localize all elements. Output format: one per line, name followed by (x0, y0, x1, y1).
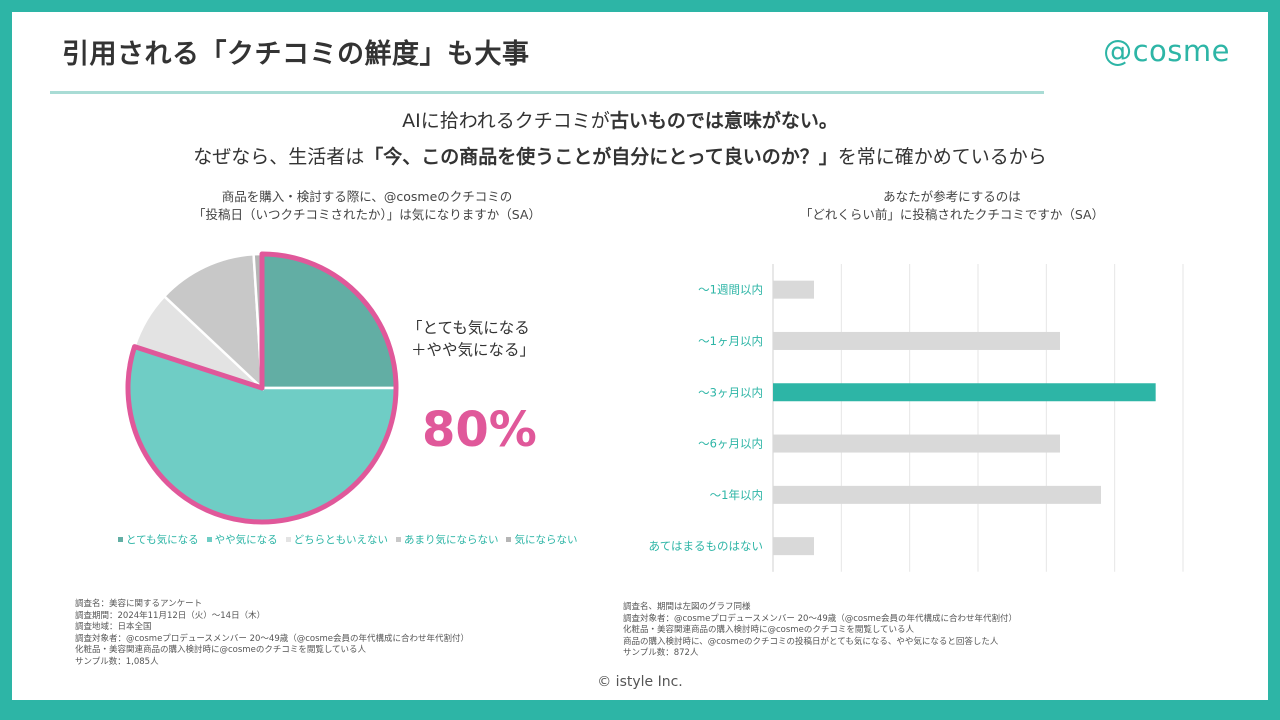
bar-chart-title-line-2: 「どれくらい前」に投稿されたクチコミですか（SA） (799, 207, 1105, 222)
pie-chart-title-line-2: 「投稿日（いつクチコミされたか）」は気になりますか（SA） (193, 207, 541, 222)
pie-callout-line-1: 「とても気になる (407, 319, 530, 337)
legend-label: 気にならない (514, 534, 578, 546)
headline-line-1-normal: AIに拾われるクチコミが (402, 110, 610, 132)
slide: 引用される「クチコミの鮮度」も大事 @cosme AIに拾われるクチコミが古いも… (12, 12, 1268, 700)
pie-slice-not-very-concerned (162, 252, 264, 392)
survey-note-line: 調査対象者：@cosmeプロデュースメンバー 20～49歳（@cosme会員の年… (623, 613, 1018, 624)
legend-item: あまり気にならない (395, 532, 499, 547)
bar (773, 383, 1156, 402)
bar-category-label: ～1週間以内 (698, 283, 763, 297)
headline-line-1: AIに拾われるクチコミが古いものでは意味がない。 (0, 106, 1248, 133)
pie-callout-label: 「とても気になる ＋やや気になる」 (407, 317, 577, 361)
pie-callout-value: 80% (422, 402, 537, 458)
legend-item: とても気になる (118, 532, 199, 547)
legend-item: 気にならない (506, 532, 577, 547)
legend-label: あまり気にならない (403, 534, 499, 546)
survey-note-line: 商品の購入検討時に、@cosmeのクチコミの投稿日がとても気になる、やや気になる… (623, 636, 999, 647)
bar (773, 485, 1101, 504)
pie-chart (125, 251, 399, 525)
pie-chart-title: 商品を購入・検討する際に、@cosmeのクチコミの 「投稿日（いつクチコミされた… (142, 188, 592, 224)
survey-note-line: サンプル数：872人 (623, 648, 699, 659)
survey-note-line: 調査地域：日本全国 (75, 622, 152, 633)
bar-category-label: あてはまるものはない (648, 539, 763, 553)
headline-line-2-start: なぜなら、生活者は (193, 146, 365, 168)
survey-note-line: 化粧品・美容関連商品の購入検討時に@cosmeのクチコミを閲覧している人 (623, 625, 915, 636)
title-divider (50, 91, 1044, 94)
bar-category-label: ～3ヶ月以内 (698, 385, 763, 399)
bar (773, 537, 814, 556)
survey-notes-left: 調査名：美容に関するアンケート 調査期間：2024年11月12日（火）～14日（木… (75, 599, 555, 669)
legend-label: やや気になる (214, 534, 278, 546)
bar-category-label: ～6ヶ月以内 (698, 437, 763, 451)
survey-note-line: 化粧品・美容関連商品の購入検討時に@cosmeのクチコミを閲覧している人 (75, 645, 367, 656)
bar-chart: 0% 5% 10% 15% 20% 25% 30% ～1週間以内 ～1ヶ月以内 ～3ヶ月以内 ～6ヶ… (648, 264, 1195, 592)
headline-line-2-end: を常に確かめているから (837, 146, 1047, 168)
bar-x-tick-label: 10% (898, 591, 921, 592)
survey-notes-right: 調査名、期間は左図のグラフ同様 調査対象者：@cosmeプロデュースメンバー 20… (623, 602, 1143, 660)
pie-highlight-outline (125, 251, 399, 525)
survey-note-line: 調査名：美容に関するアンケート (75, 599, 203, 609)
bar-x-tick-label: 20% (1035, 591, 1058, 592)
legend-swatch (506, 537, 512, 542)
legend-label: どちらともいえない (293, 534, 388, 546)
survey-note-line: 調査期間：2024年11月12日（火）～14日（木） (75, 610, 266, 621)
pie-legend: とても気になる やや気になる どちらともいえない あまり気にならない 気にならない (118, 532, 618, 547)
bar-x-tick-label: 25% (1103, 591, 1126, 592)
bar-chart-title-line-1: あなたが参考にするのは (883, 189, 1021, 204)
legend-swatch (118, 537, 123, 542)
legend-item: やや気になる (206, 532, 278, 547)
headline-line-2: なぜなら、生活者は「今、この商品を使うことが自分にとって良いのか？」を常に確かめ… (0, 142, 1248, 169)
legend-swatch (285, 537, 291, 542)
bar-x-tick-label: 15% (966, 591, 989, 592)
bar-x-tick-label: 0% (765, 591, 782, 592)
bar-x-tick-label: 5% (833, 591, 850, 592)
survey-note-line: 調査対象者：@cosmeプロデュースメンバー 20～49歳（@cosme会員の年… (75, 633, 470, 644)
bar (773, 331, 1060, 350)
pie-callout-line-2: ＋やや気になる」 (411, 341, 536, 359)
legend-swatch (395, 537, 401, 542)
survey-note-line: サンプル数：1,085人 (75, 656, 159, 667)
legend-item: どちらともいえない (285, 532, 388, 547)
bar-category-label: ～1ヶ月以内 (698, 334, 763, 348)
bar-x-tick-label: 30% (1171, 591, 1194, 592)
bar-chart-title: あなたが参考にするのは 「どれくらい前」に投稿されたクチコミですか（SA） (712, 188, 1192, 224)
bar (773, 280, 814, 299)
pie-chart-title-line-1: 商品を購入・検討する際に、@cosmeのクチコミの (221, 189, 513, 204)
page-title: 引用される「クチコミの鮮度」も大事 (62, 39, 530, 70)
survey-note-line: 調査名、期間は左図のグラフ同様 (623, 602, 751, 612)
bar-category-label: ～1年以内 (710, 488, 763, 502)
cosme-logo: @cosme (1103, 34, 1230, 68)
legend-label: とても気になる (126, 534, 199, 546)
legend-swatch (206, 537, 212, 542)
headline-line-1-bold: 古いものでは意味がない。 (609, 110, 838, 132)
headline-line-2-bold: 「今、この商品を使うことが自分にとって良いのか？」 (364, 146, 838, 168)
bar (773, 434, 1060, 453)
copyright: © istyle Inc. (597, 674, 683, 690)
